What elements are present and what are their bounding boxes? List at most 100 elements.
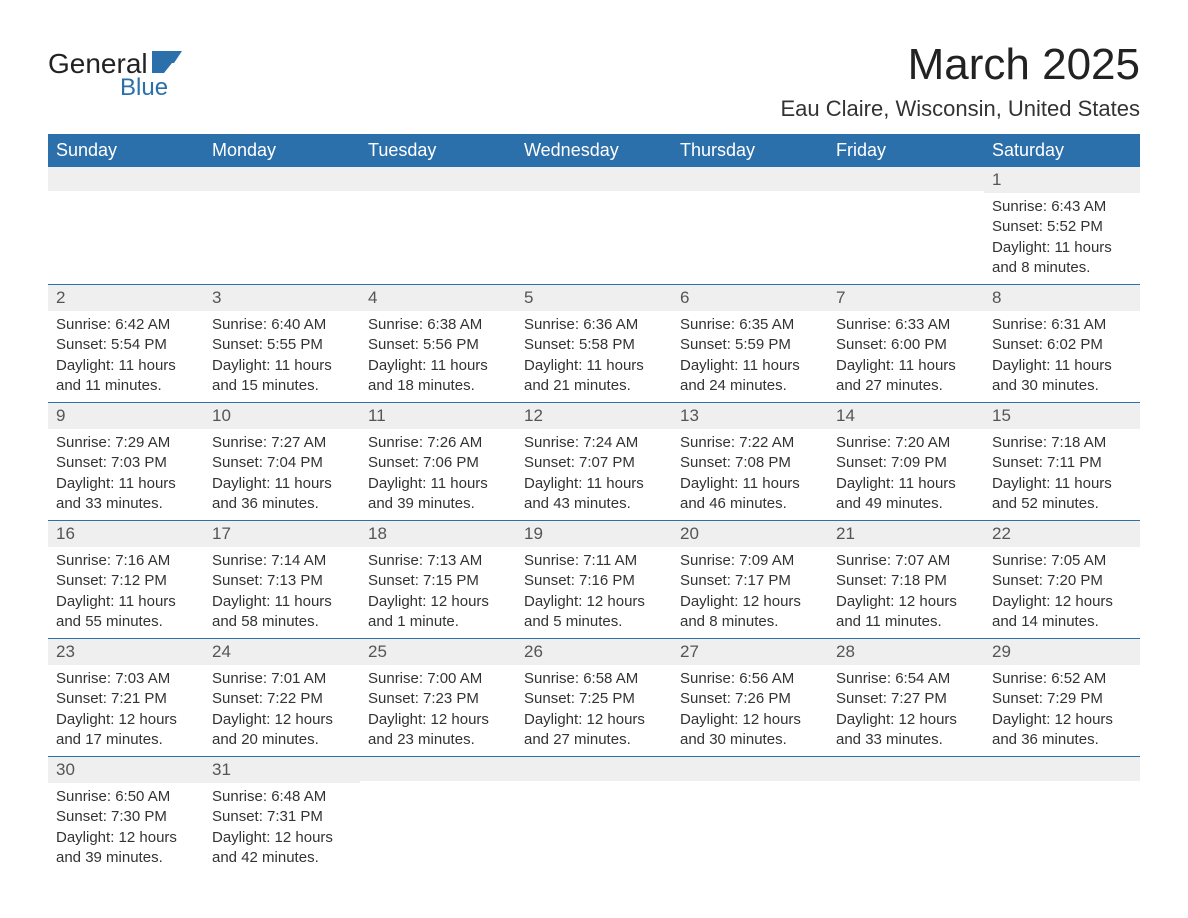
sunset-line: Sunset: 7:07 PM (524, 453, 664, 473)
calendar-cell: 26 Sunrise: 6:58 AMSunset: 7:25 PMDayligh… (516, 639, 672, 757)
day-data: Sunrise: 6:42 AMSunset: 5:54 PMDaylight:… (48, 311, 204, 402)
sunset-line: Sunset: 7:20 PM (992, 571, 1132, 591)
day-number: 2 (48, 285, 204, 311)
calendar-cell: 25Sunrise: 7:00 AMSunset: 7:23 PMDayligh… (360, 639, 516, 757)
calendar-cell-empty (48, 167, 204, 285)
sunset-line: Sunset: 7:27 PM (836, 689, 976, 709)
day-number: 30 (48, 757, 204, 783)
sunrise-line: Sunrise: 6:58 AM (524, 669, 664, 689)
day-data: Sunrise: 7:11 AMSunset: 7:16 PMDaylight:… (516, 547, 672, 638)
sunset-line: Sunset: 7:30 PM (56, 807, 196, 827)
calendar-cell: 29Sunrise: 6:52 AMSunset: 7:29 PMDayligh… (984, 639, 1140, 757)
day-data: Sunrise: 6:54 AMSunset: 7:27 PMDaylight:… (828, 665, 984, 756)
day-data: Sunrise: 7:27 AMSunset: 7:04 PMDaylight:… (204, 429, 360, 520)
calendar-cell: 6Sunrise: 6:35 AMSunset: 5:59 PMDaylight… (672, 285, 828, 403)
sunset-line: Sunset: 7:22 PM (212, 689, 352, 709)
day-number: 18 (360, 521, 516, 547)
day-number: 5 (516, 285, 672, 311)
sunrise-line: Sunrise: 7:26 AM (368, 433, 508, 453)
day-data: Sunrise: 6:52 AMSunset: 7:29 PMDaylight:… (984, 665, 1140, 756)
weekday-header: Thursday (672, 134, 828, 167)
day-number: 12 (516, 403, 672, 429)
page-title: March 2025 (781, 40, 1141, 90)
daylight-line: Daylight: 11 hours and 11 minutes. (56, 356, 196, 397)
sunrise-line: Sunrise: 7:13 AM (368, 551, 508, 571)
sunset-line: Sunset: 7:11 PM (992, 453, 1132, 473)
calendar-cell: 30Sunrise: 6:50 AMSunset: 7:30 PMDayligh… (48, 757, 204, 875)
sunset-line: Sunset: 7:03 PM (56, 453, 196, 473)
calendar-cell: 17Sunrise: 7:14 AMSunset: 7:13 PMDayligh… (204, 521, 360, 639)
day-number: 11 (360, 403, 516, 429)
sunset-line: Sunset: 7:09 PM (836, 453, 976, 473)
sunrise-line: Sunrise: 7:14 AM (212, 551, 352, 571)
day-data: Sunrise: 7:05 AMSunset: 7:20 PMDaylight:… (984, 547, 1140, 638)
calendar-cell-empty (672, 757, 828, 875)
day-number: 9 (48, 403, 204, 429)
daylight-line: Daylight: 11 hours and 8 minutes. (992, 238, 1132, 279)
sunrise-line: Sunrise: 7:20 AM (836, 433, 976, 453)
day-data: Sunrise: 7:13 AMSunset: 7:15 PMDaylight:… (360, 547, 516, 638)
daylight-line: Daylight: 12 hours and 36 minutes. (992, 710, 1132, 751)
sunset-line: Sunset: 5:58 PM (524, 335, 664, 355)
day-number-empty (984, 757, 1140, 781)
daylight-line: Daylight: 11 hours and 43 minutes. (524, 474, 664, 515)
day-number: 15 (984, 403, 1140, 429)
sunrise-line: Sunrise: 7:16 AM (56, 551, 196, 571)
calendar-table: SundayMondayTuesdayWednesdayThursdayFrid… (48, 134, 1140, 874)
daylight-line: Daylight: 11 hours and 33 minutes. (56, 474, 196, 515)
daylight-line: Daylight: 12 hours and 1 minute. (368, 592, 508, 633)
calendar-cell-empty (984, 757, 1140, 875)
day-number-empty (516, 757, 672, 781)
daylight-line: Daylight: 11 hours and 46 minutes. (680, 474, 820, 515)
sunrise-line: Sunrise: 6:36 AM (524, 315, 664, 335)
day-data: Sunrise: 7:01 AMSunset: 7:22 PMDaylight:… (204, 665, 360, 756)
sunset-line: Sunset: 7:08 PM (680, 453, 820, 473)
calendar-cell: 21Sunrise: 7:07 AMSunset: 7:18 PMDayligh… (828, 521, 984, 639)
day-number-empty (360, 757, 516, 781)
daylight-line: Daylight: 12 hours and 20 minutes. (212, 710, 352, 751)
daylight-line: Daylight: 11 hours and 49 minutes. (836, 474, 976, 515)
weekday-header: Friday (828, 134, 984, 167)
day-number: 14 (828, 403, 984, 429)
day-number: 26 (516, 639, 672, 665)
day-data: Sunrise: 7:14 AMSunset: 7:13 PMDaylight:… (204, 547, 360, 638)
calendar-cell: 27Sunrise: 6:56 AMSunset: 7:26 PMDayligh… (672, 639, 828, 757)
day-data: Sunrise: 6:50 AMSunset: 7:30 PMDaylight:… (48, 783, 204, 874)
sunrise-line: Sunrise: 7:27 AM (212, 433, 352, 453)
day-data: Sunrise: 7:26 AMSunset: 7:06 PMDaylight:… (360, 429, 516, 520)
sunset-line: Sunset: 7:25 PM (524, 689, 664, 709)
daylight-line: Daylight: 12 hours and 23 minutes. (368, 710, 508, 751)
calendar-cell: 31Sunrise: 6:48 AMSunset: 7:31 PMDayligh… (204, 757, 360, 875)
day-data: Sunrise: 7:07 AMSunset: 7:18 PMDaylight:… (828, 547, 984, 638)
day-number-empty (828, 757, 984, 781)
day-number: 24 (204, 639, 360, 665)
calendar-row: 16Sunrise: 7:16 AMSunset: 7:12 PMDayligh… (48, 521, 1140, 639)
calendar-cell: 8Sunrise: 6:31 AMSunset: 6:02 PMDaylight… (984, 285, 1140, 403)
weekday-header-row: SundayMondayTuesdayWednesdayThursdayFrid… (48, 134, 1140, 167)
sunrise-line: Sunrise: 7:18 AM (992, 433, 1132, 453)
day-number-empty (48, 167, 204, 191)
sunrise-line: Sunrise: 7:00 AM (368, 669, 508, 689)
day-number: 3 (204, 285, 360, 311)
day-number: 13 (672, 403, 828, 429)
calendar-cell: 11Sunrise: 7:26 AMSunset: 7:06 PMDayligh… (360, 403, 516, 521)
day-number-empty (516, 167, 672, 191)
day-number: 27 (672, 639, 828, 665)
title-block: March 2025 Eau Claire, Wisconsin, United… (781, 40, 1141, 122)
sunset-line: Sunset: 5:54 PM (56, 335, 196, 355)
sunset-line: Sunset: 7:21 PM (56, 689, 196, 709)
day-data: Sunrise: 6:33 AMSunset: 6:00 PMDaylight:… (828, 311, 984, 402)
sunrise-line: Sunrise: 6:33 AM (836, 315, 976, 335)
calendar-row: 30Sunrise: 6:50 AMSunset: 7:30 PMDayligh… (48, 757, 1140, 875)
weekday-header: Sunday (48, 134, 204, 167)
calendar-cell: 5Sunrise: 6:36 AMSunset: 5:58 PMDaylight… (516, 285, 672, 403)
calendar-cell: 4Sunrise: 6:38 AMSunset: 5:56 PMDaylight… (360, 285, 516, 403)
calendar-cell-empty (516, 167, 672, 285)
day-data: Sunrise: 7:22 AMSunset: 7:08 PMDaylight:… (672, 429, 828, 520)
daylight-line: Daylight: 12 hours and 27 minutes. (524, 710, 664, 751)
day-data: Sunrise: 7:29 AMSunset: 7:03 PMDaylight:… (48, 429, 204, 520)
sunset-line: Sunset: 5:56 PM (368, 335, 508, 355)
sunrise-line: Sunrise: 7:03 AM (56, 669, 196, 689)
day-number: 23 (48, 639, 204, 665)
calendar-cell: 19Sunrise: 7:11 AMSunset: 7:16 PMDayligh… (516, 521, 672, 639)
